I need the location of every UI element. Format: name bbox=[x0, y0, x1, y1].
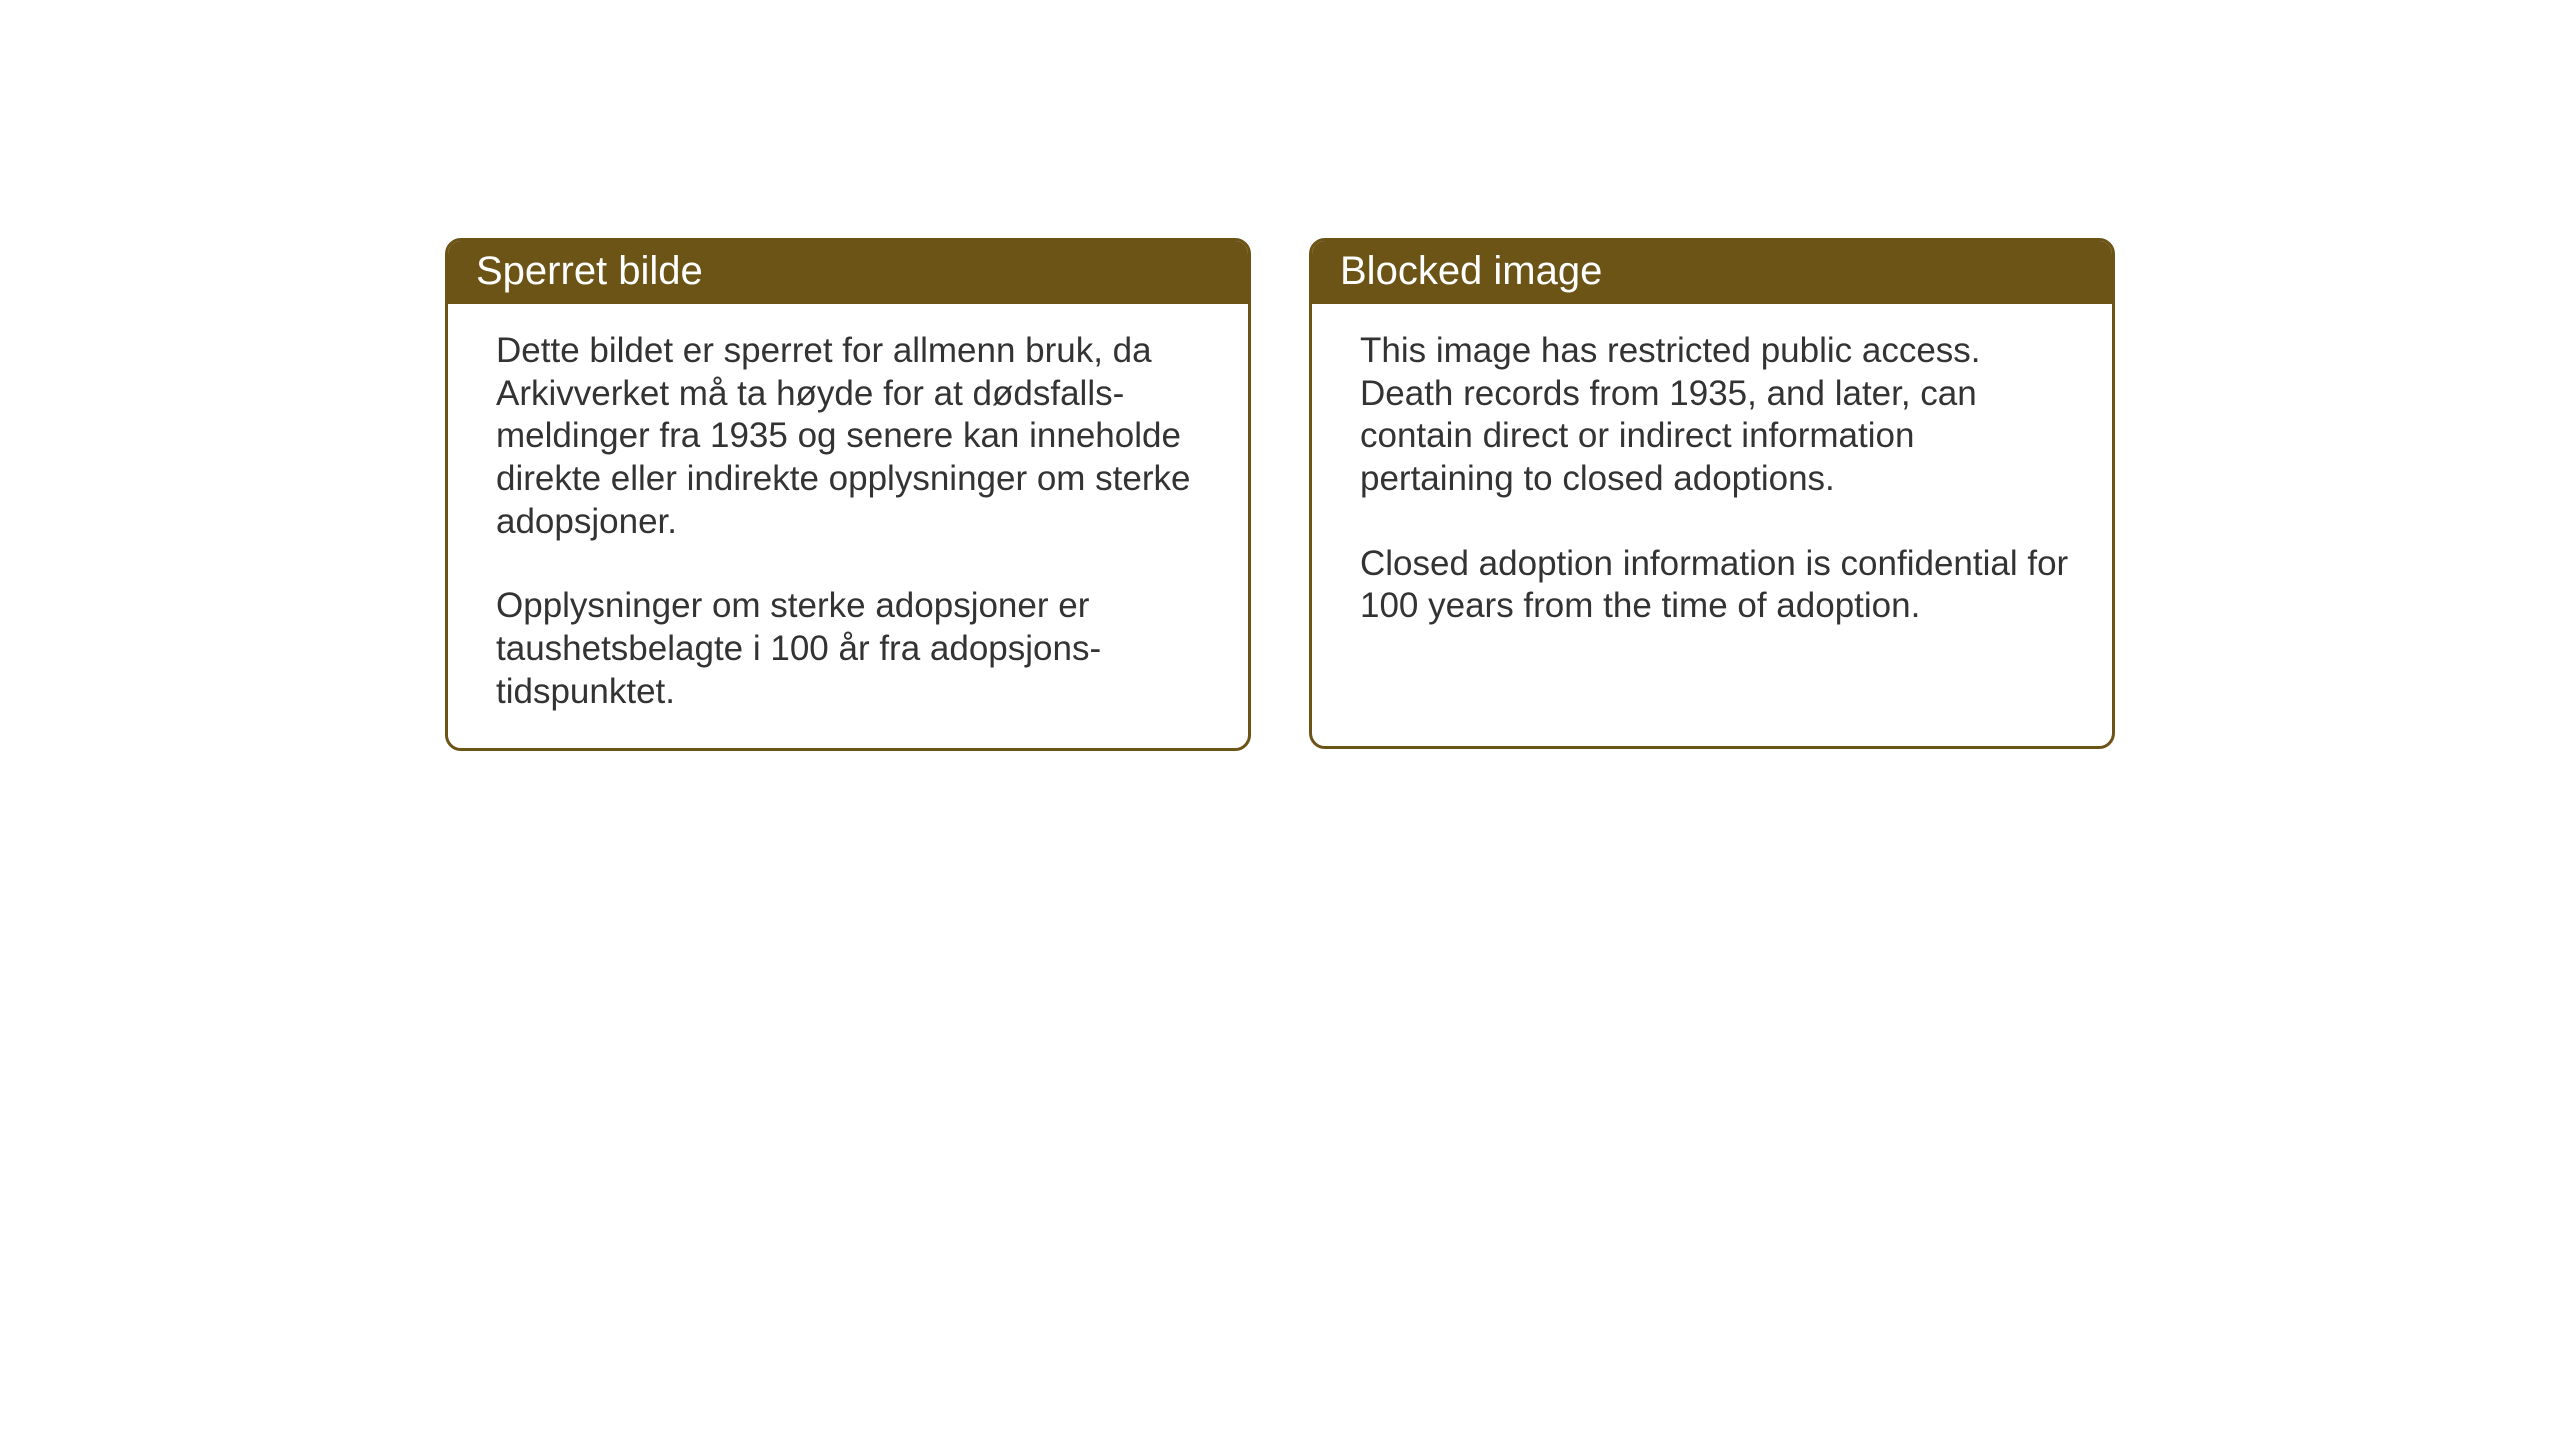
card-norwegian-paragraph-2: Opplysninger om sterke adopsjoner er tau… bbox=[496, 585, 1208, 713]
card-norwegian: Sperret bilde Dette bildet er sperret fo… bbox=[445, 238, 1251, 751]
card-english-paragraph-2: Closed adoption information is confident… bbox=[1360, 543, 2072, 628]
cards-container: Sperret bilde Dette bildet er sperret fo… bbox=[445, 238, 2115, 751]
card-english-title: Blocked image bbox=[1340, 249, 1602, 293]
card-norwegian-title: Sperret bilde bbox=[476, 249, 703, 293]
card-english-paragraph-1: This image has restricted public access.… bbox=[1360, 330, 2072, 501]
card-norwegian-body: Dette bildet er sperret for allmenn bruk… bbox=[448, 304, 1248, 748]
card-english: Blocked image This image has restricted … bbox=[1309, 238, 2115, 749]
card-english-header: Blocked image bbox=[1312, 241, 2112, 304]
card-norwegian-paragraph-1: Dette bildet er sperret for allmenn bruk… bbox=[496, 330, 1208, 543]
card-english-body: This image has restricted public access.… bbox=[1312, 304, 2112, 662]
card-norwegian-header: Sperret bilde bbox=[448, 241, 1248, 304]
